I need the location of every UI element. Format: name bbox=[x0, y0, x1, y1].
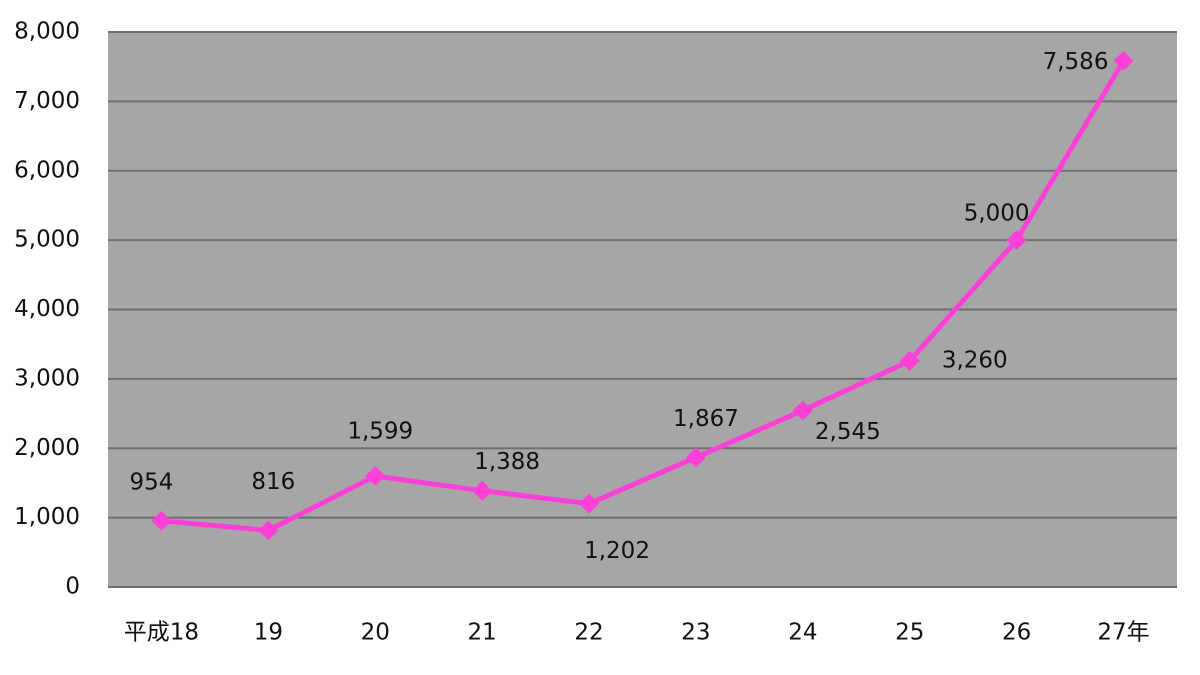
y-tick-label: 3,000 bbox=[14, 365, 80, 391]
data-point bbox=[1113, 50, 1134, 71]
data-point bbox=[472, 480, 493, 501]
y-tick-label: 2,000 bbox=[14, 435, 80, 461]
data-point bbox=[792, 400, 813, 421]
y-tick-label: 5,000 bbox=[14, 227, 80, 253]
data-label: 954 bbox=[129, 469, 173, 495]
x-tick-label: 22 bbox=[574, 620, 603, 646]
x-tick-label: 19 bbox=[254, 620, 283, 646]
data-label: 1,599 bbox=[347, 419, 413, 445]
data-label: 1,388 bbox=[474, 449, 540, 475]
x-tick-label: 21 bbox=[468, 620, 497, 646]
x-tick-label: 27年 bbox=[1097, 620, 1149, 646]
data-point bbox=[151, 510, 172, 531]
data-point bbox=[579, 493, 600, 514]
x-tick-label: 20 bbox=[361, 620, 390, 646]
data-label: 5,000 bbox=[964, 201, 1030, 227]
data-label: 2,545 bbox=[815, 419, 881, 445]
x-tick-label: 平成18 bbox=[124, 620, 199, 646]
data-point bbox=[899, 350, 920, 371]
data-line bbox=[161, 59, 1126, 533]
data-label: 7,586 bbox=[1043, 49, 1109, 75]
x-tick-label: 24 bbox=[788, 620, 817, 646]
y-tick-label: 6,000 bbox=[14, 157, 80, 183]
data-label: 1,867 bbox=[673, 406, 739, 432]
y-tick-label: 7,000 bbox=[14, 88, 80, 114]
y-tick-label: 4,000 bbox=[14, 296, 80, 322]
x-tick-label: 23 bbox=[681, 620, 710, 646]
data-label: 1,202 bbox=[584, 538, 650, 564]
data-point bbox=[258, 520, 279, 541]
x-tick-label: 26 bbox=[1002, 620, 1031, 646]
data-point bbox=[365, 466, 386, 487]
y-tick-label: 0 bbox=[65, 574, 80, 600]
data-label: 816 bbox=[251, 469, 295, 495]
data-point bbox=[1006, 230, 1027, 251]
y-tick-label: 8,000 bbox=[14, 19, 80, 45]
data-label: 3,260 bbox=[942, 347, 1008, 373]
data-point bbox=[685, 447, 706, 468]
y-tick-label: 1,000 bbox=[14, 504, 80, 530]
x-tick-label: 25 bbox=[895, 620, 924, 646]
